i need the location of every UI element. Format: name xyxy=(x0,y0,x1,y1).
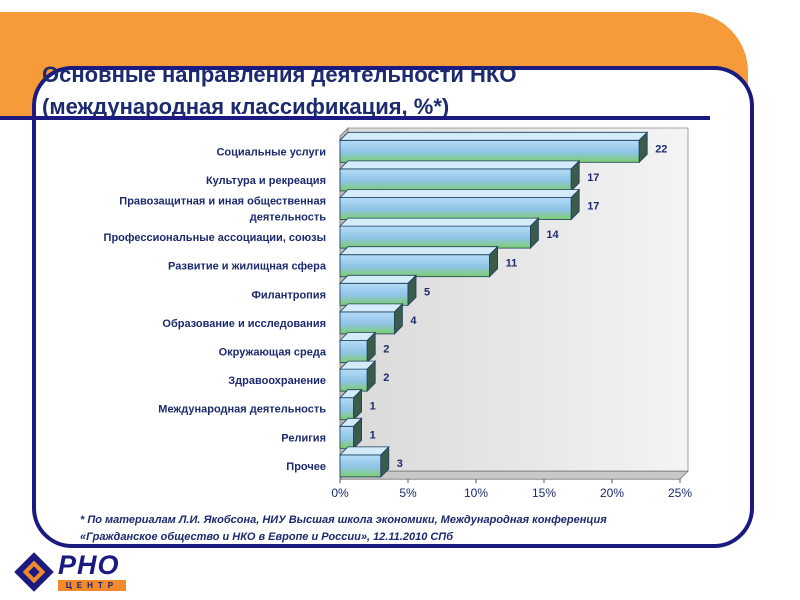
bar xyxy=(339,139,640,163)
data-label: 22 xyxy=(655,143,667,155)
category-label: Религия xyxy=(281,432,326,444)
page-subtitle: (международная классификация, %*) xyxy=(42,94,450,119)
bar xyxy=(339,311,395,335)
data-label: 4 xyxy=(410,315,417,327)
bar-side-face xyxy=(366,360,376,393)
chart-floor xyxy=(339,470,689,480)
x-tick-label: 0% xyxy=(331,486,349,500)
bar-side-face xyxy=(393,302,403,335)
footnote-line-2: «Гражданское общество и НКО в Европе и Р… xyxy=(80,531,454,543)
bar xyxy=(339,254,491,278)
bar-side-face xyxy=(570,159,580,192)
logo: PHO ЦЕНТР xyxy=(12,550,128,594)
bar xyxy=(339,168,572,192)
bar xyxy=(339,454,382,478)
bar-side-face xyxy=(530,217,539,250)
category-label: Международная деятельность xyxy=(158,404,326,416)
data-label: 2 xyxy=(383,372,389,384)
bar-side-face xyxy=(380,445,390,478)
bar xyxy=(339,225,531,249)
data-label: 5 xyxy=(424,286,430,298)
bar-top-face xyxy=(339,246,499,256)
bar-top-face xyxy=(339,189,581,198)
bar-top-face xyxy=(339,274,417,284)
x-tick-label: 10% xyxy=(464,486,488,500)
bar xyxy=(339,425,355,449)
data-label: 17 xyxy=(587,201,599,213)
bar-top-face xyxy=(339,160,581,170)
category-label: Филантропия xyxy=(251,289,326,301)
bar xyxy=(339,282,409,306)
bar xyxy=(339,397,355,421)
category-label: Окружающая среда xyxy=(219,347,327,359)
bar-top-face xyxy=(339,131,649,141)
data-label: 14 xyxy=(546,229,559,241)
category-label: Прочее xyxy=(286,461,326,473)
category-label: Профессиональные ассоциации, союзы xyxy=(104,232,326,244)
title-underline xyxy=(0,116,710,120)
data-label: 1 xyxy=(370,429,376,441)
x-tick-label: 25% xyxy=(668,486,692,500)
bar xyxy=(339,368,368,392)
bar-side-face xyxy=(489,245,499,278)
bar xyxy=(339,340,368,363)
bar-top-face xyxy=(339,303,404,313)
logo-subtext: ЦЕНТР xyxy=(58,580,126,591)
category-label: Правозащитная и иная общественная деятель… xyxy=(119,196,326,224)
bar-top-face xyxy=(339,217,540,227)
source-footnote: * По материалам Л.И. Якобсона, НИУ Высша… xyxy=(80,512,740,546)
data-label: 3 xyxy=(397,458,403,470)
x-tick-label: 5% xyxy=(399,486,417,500)
page-title: Основные направления деятельности НКО xyxy=(42,62,517,87)
bar-side-face xyxy=(570,188,580,221)
logo-diamond-icon xyxy=(14,552,54,592)
data-label: 2 xyxy=(383,344,389,356)
x-tick-label: 15% xyxy=(532,486,556,500)
bar-side-face xyxy=(353,388,363,421)
category-label: Социальные услуги xyxy=(216,146,326,158)
footnote-line-1: * По материалам Л.И. Якобсона, НИУ Высша… xyxy=(80,514,607,526)
bar-side-face xyxy=(638,131,648,164)
category-label: Здравоохранение xyxy=(228,375,326,387)
data-label: 11 xyxy=(506,258,518,270)
chart-bars xyxy=(339,131,649,478)
frame-top-cover xyxy=(36,120,750,128)
data-label: 17 xyxy=(587,172,599,184)
bar-side-face xyxy=(366,331,376,364)
title-area: Основные направления деятельности НКО (м… xyxy=(0,12,800,120)
category-label: Развитие и жилищная сфера xyxy=(168,261,327,273)
bar xyxy=(339,197,572,220)
category-label: Образование и исследования xyxy=(162,318,326,330)
category-label: Культура и рекреация xyxy=(206,175,326,187)
x-tick-label: 20% xyxy=(600,486,624,500)
data-label: 1 xyxy=(370,401,376,413)
bar-side-face xyxy=(407,274,417,307)
logo-wordmark: PHO xyxy=(58,550,120,580)
bar-side-face xyxy=(353,417,363,450)
